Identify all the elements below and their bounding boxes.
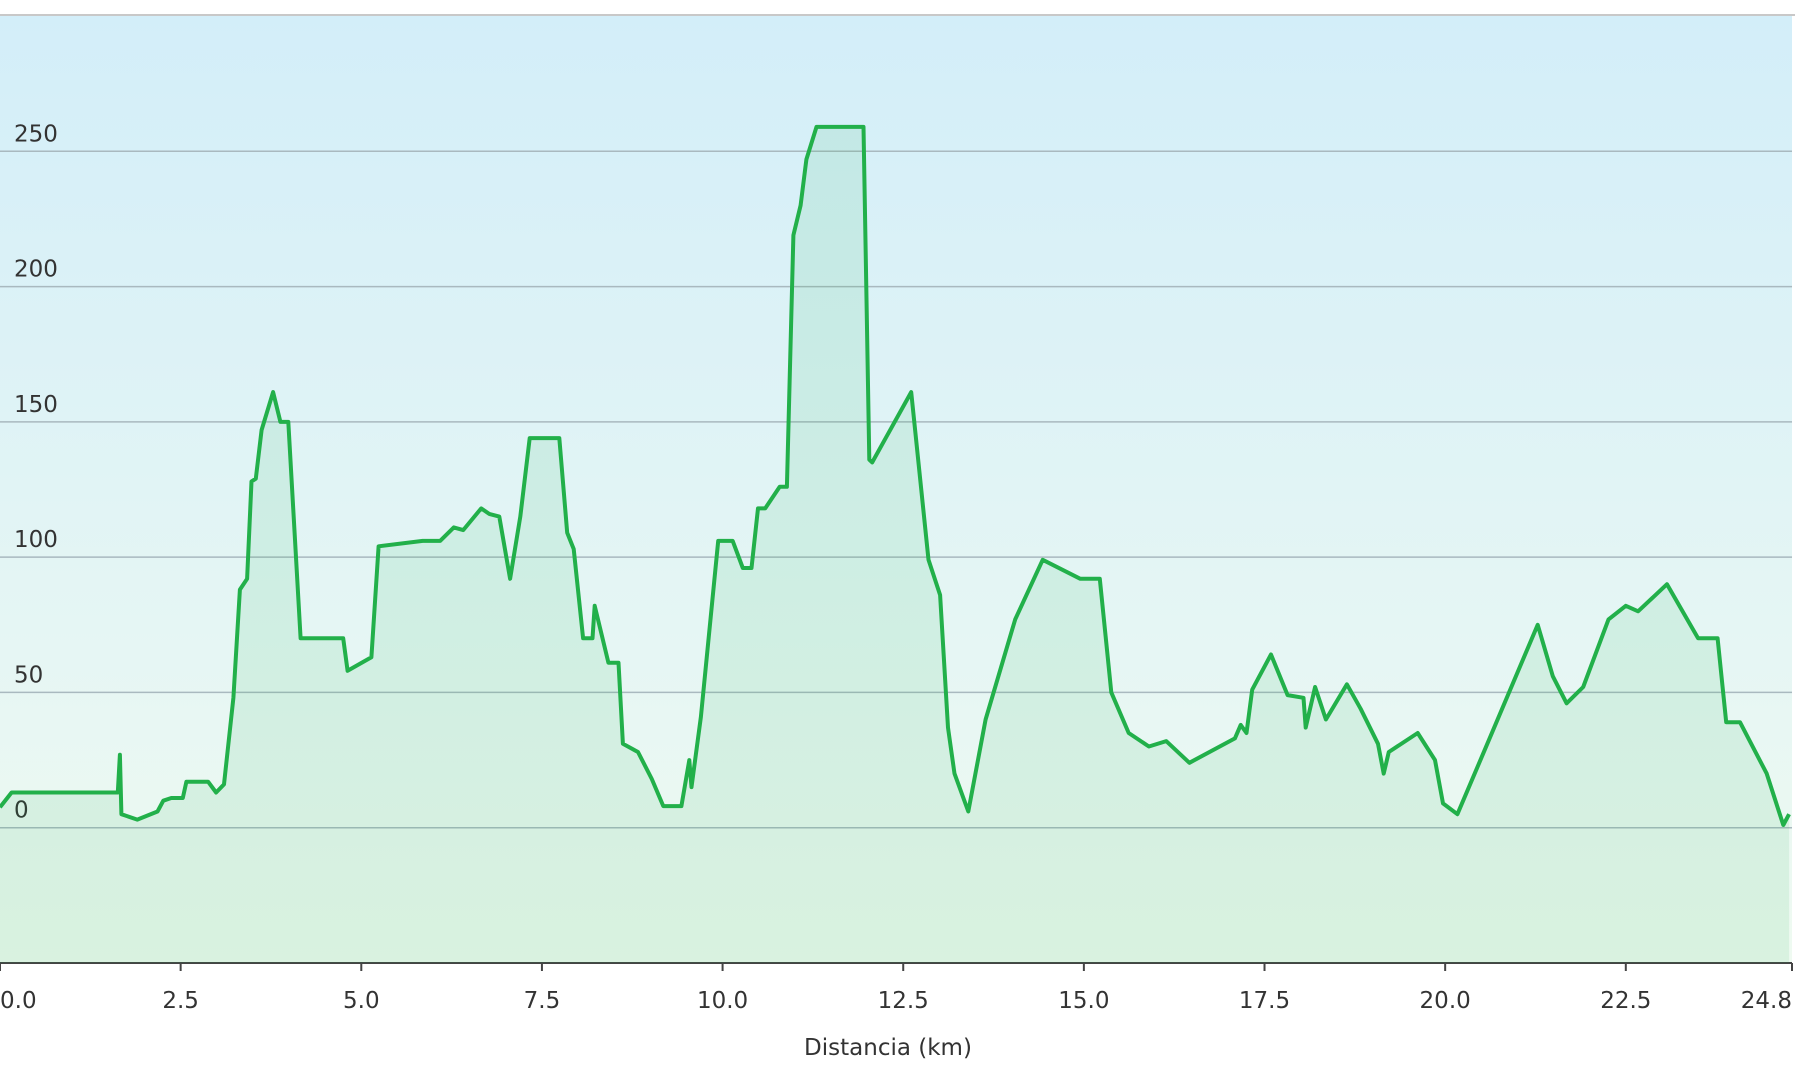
y-tick-label: 0 xyxy=(14,798,29,824)
plot-background xyxy=(0,16,1792,963)
x-tick-label: 15.0 xyxy=(1058,988,1109,1014)
elevation-line xyxy=(0,124,1791,827)
y-tick-label: 150 xyxy=(14,392,58,418)
x-tick-label: 12.5 xyxy=(878,988,929,1014)
x-tick-label: 0.0 xyxy=(0,988,37,1014)
x-tick-label: 10.0 xyxy=(697,988,748,1014)
y-tick-label: 100 xyxy=(14,527,58,553)
y-tick-label: 250 xyxy=(14,121,58,147)
x-tick-label: 22.5 xyxy=(1600,988,1651,1014)
y-tick-label: 200 xyxy=(14,257,58,283)
x-tick-label: 7.5 xyxy=(524,988,561,1014)
x-tick-label: 2.5 xyxy=(162,988,199,1014)
y-tick-label: 50 xyxy=(14,662,43,688)
x-tick-label: 5.0 xyxy=(343,988,380,1014)
area-fill xyxy=(0,126,1790,963)
x-tick-label: 20.0 xyxy=(1420,988,1471,1014)
x-tick-label: 24.8 xyxy=(1741,988,1792,1014)
x-axis-title: Distancia (km) xyxy=(804,1035,972,1061)
x-tick-label: 17.5 xyxy=(1239,988,1290,1014)
